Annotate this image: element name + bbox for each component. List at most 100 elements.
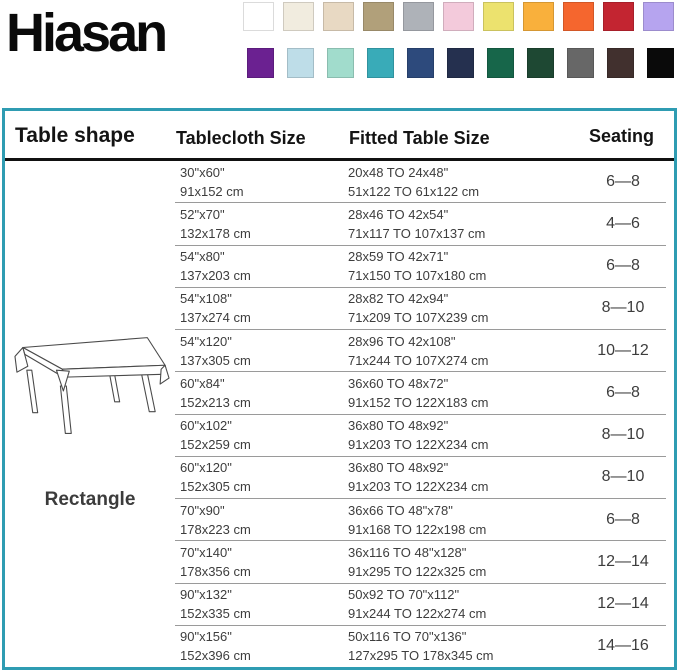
seating-cell: 6—8 — [606, 257, 640, 275]
table-leg — [26, 369, 39, 414]
header-fitted-table-size: Fitted Table Size — [349, 128, 490, 148]
tablecloth-size-cell-line: 70"x90" — [180, 502, 225, 518]
fitted-size-cell-line: 71x117 TO 107x137 cm — [348, 225, 486, 241]
fitted-size-cell: 50x92 TO 70"x112" 91x244 TO 122x274 cm — [348, 585, 580, 623]
fitted-size-cell: 36x116 TO 48"x128" 91x295 TO 122x325 cm — [348, 543, 580, 581]
seating-cell: 10—12 — [597, 341, 649, 359]
fitted-size-cell-line: 71x209 TO 107X239 cm — [348, 310, 489, 326]
seating-cell: 8—10 — [601, 299, 645, 317]
tablecloth-size-cell: 90"x132" 152x335 cm — [175, 585, 348, 623]
size-row: 70"x140" 178x356 cm 36x116 TO 48"x128" 91x2… — [175, 541, 666, 584]
color-swatch-black — [647, 48, 674, 78]
tablecloth-size-cell-line: 178x356 cm — [180, 563, 251, 579]
color-swatch-beige — [323, 2, 354, 31]
color-swatch-teal — [367, 48, 394, 78]
color-swatch-yellow — [483, 2, 514, 31]
tablecloth-size-cell: 54"x80" 137x203 cm — [175, 247, 348, 285]
color-swatch-forest-green — [527, 48, 554, 78]
color-swatch-white — [243, 2, 274, 31]
seating-cell: 12—14 — [597, 552, 649, 570]
fitted-size-cell: 36x60 TO 48x72" 91x152 TO 122X183 cm — [348, 374, 580, 412]
table-shape-column: Rectangle — [5, 161, 175, 667]
color-swatch-lavender — [643, 2, 674, 31]
tablecloth-size-cell-line: 90"x132" — [180, 587, 232, 603]
fitted-size-cell: 36x80 TO 48x92" 91x203 TO 122X234 cm — [348, 458, 580, 496]
tablecloth-size-cell: 52"x70" 132x178 cm — [175, 205, 348, 243]
color-swatch-navy — [407, 48, 434, 78]
tablecloth-size-cell-line: 30"x60" — [180, 164, 225, 180]
color-swatch-dark-brown — [607, 48, 634, 78]
tablecloth-size-cell-line: 90"x156" — [180, 629, 232, 645]
color-swatch-ivory — [283, 2, 314, 31]
size-row: 52"x70" 132x178 cm 28x46 TO 42x54" 71x117 T… — [175, 203, 666, 246]
tablecloth-size-cell: 90"x156" 152x396 cm — [175, 627, 348, 665]
fitted-size-cell: 28x96 TO 42x108" 71x244 TO 107X274 cm — [348, 332, 580, 370]
size-row: 54"x80" 137x203 cm 28x59 TO 42x71" 71x150 T… — [175, 246, 666, 288]
fitted-size-cell-line: 51x122 TO 61x122 cm — [348, 183, 480, 199]
fitted-size-cell-line: 36x66 TO 48"x78" — [348, 502, 453, 518]
fitted-size-cell-line: 91x203 TO 122X234 cm — [348, 437, 489, 453]
fitted-size-cell-line: 28x96 TO 42x108" — [348, 333, 456, 349]
color-swatch-pink — [443, 2, 474, 31]
tablecloth-size-cell-line: 60"x120" — [180, 460, 232, 476]
fitted-size-cell: 28x82 TO 42x94" 71x209 TO 107X239 cm — [348, 289, 580, 327]
color-swatch-purple — [247, 48, 274, 78]
tablecloth-size-cell: 70"x90" 178x223 cm — [175, 501, 348, 539]
fitted-size-cell-line: 71x150 TO 107x180 cm — [348, 268, 487, 284]
color-swatch-aqua — [327, 48, 354, 78]
fitted-size-cell-line: 91x203 TO 122X234 cm — [348, 479, 489, 495]
size-rows: 30"x60" 91x152 cm 20x48 TO 24x48" 51x122 TO… — [175, 161, 666, 667]
fitted-size-cell-line: 36x80 TO 48x92" — [348, 460, 449, 476]
tablecloth-size-cell-line: 137x305 cm — [180, 352, 251, 368]
color-swatch-green — [487, 48, 514, 78]
color-swatch-marigold — [523, 2, 554, 31]
rectangle-table-illustration — [14, 337, 170, 434]
tablecloth-size-cell: 54"x120" 137x305 cm — [175, 332, 348, 370]
fitted-size-cell-line: 36x80 TO 48x92" — [348, 418, 449, 434]
fitted-size-cell-line: 91x295 TO 122x325 cm — [348, 563, 487, 579]
fitted-size-cell: 50x116 TO 70"x136" 127x295 TO 178x345 cm — [348, 627, 580, 665]
tablecloth-size-cell-line: 152x335 cm — [180, 606, 251, 622]
header-seating: Seating — [589, 126, 655, 146]
size-row: 70"x90" 178x223 cm 36x66 TO 48"x78" 91x168 … — [175, 499, 666, 542]
color-swatch-row-1 — [243, 2, 674, 31]
color-swatch-orange — [563, 2, 594, 31]
tablecloth-size-cell-line: 178x223 cm — [180, 521, 251, 537]
seating-cell: 14—16 — [597, 637, 649, 655]
fitted-size-cell-line: 28x59 TO 42x71" — [348, 249, 449, 265]
tablecloth-corner-fold — [55, 369, 70, 392]
color-swatch-row-2 — [247, 48, 674, 78]
seating-cell: 4—6 — [606, 214, 640, 232]
table-leg — [109, 374, 121, 403]
size-row: 60"x84" 152x213 cm 36x60 TO 48x72" 91x152 T… — [175, 372, 666, 415]
tablecloth-size-cell: 30"x60" 91x152 cm — [175, 163, 348, 201]
size-row: 54"x108" 137x274 cm 28x82 TO 42x94" 71x209 … — [175, 288, 666, 330]
fitted-size-cell-line: 36x116 TO 48"x128" — [348, 544, 467, 560]
tablecloth-size-cell-line: 60"x84" — [180, 375, 225, 391]
brand-logo: Hiasan — [6, 3, 168, 63]
fitted-size-cell: 20x48 TO 24x48" 51x122 TO 61x122 cm — [348, 163, 580, 201]
tablecloth-size-cell: 70"x140" 178x356 cm — [175, 543, 348, 581]
tablecloth-size-cell: 60"x102" 152x259 cm — [175, 416, 348, 454]
tablecloth-size-cell-line: 152x213 cm — [180, 394, 251, 410]
seating-cell: 6—8 — [606, 383, 640, 401]
tablecloth-size-cell-line: 152x396 cm — [180, 648, 251, 664]
tablecloth-size-cell-line: 60"x102" — [180, 418, 232, 434]
fitted-size-cell-line: 71x244 TO 107X274 cm — [348, 352, 489, 368]
fitted-size-cell-line: 50x92 TO 70"x112" — [348, 587, 460, 603]
tablecloth-size-cell-line: 152x259 cm — [180, 437, 251, 453]
tablecloth-size-cell-line: 70"x140" — [180, 544, 232, 560]
size-row: 54"x120" 137x305 cm 28x96 TO 42x108" 71x244… — [175, 330, 666, 373]
seating-cell: 8—10 — [601, 468, 645, 486]
color-swatch-light-blue — [287, 48, 314, 78]
fitted-size-cell: 36x80 TO 48x92" 91x203 TO 122X234 cm — [348, 416, 580, 454]
fitted-size-cell-line: 36x60 TO 48x72" — [348, 375, 449, 391]
tablecloth-size-cell-line: 54"x108" — [180, 291, 232, 307]
tablecloth-size-cell: 60"x120" 152x305 cm — [175, 458, 348, 496]
fitted-size-cell: 28x59 TO 42x71" 71x150 TO 107x180 cm — [348, 247, 580, 285]
size-row: 60"x102" 152x259 cm 36x80 TO 48x92" 91x203 … — [175, 415, 666, 457]
color-swatch-silver-gray — [403, 2, 434, 31]
size-row: 90"x156" 152x396 cm 50x116 TO 70"x136" 127x… — [175, 626, 666, 667]
header-table-shape: Table shape — [15, 124, 135, 147]
